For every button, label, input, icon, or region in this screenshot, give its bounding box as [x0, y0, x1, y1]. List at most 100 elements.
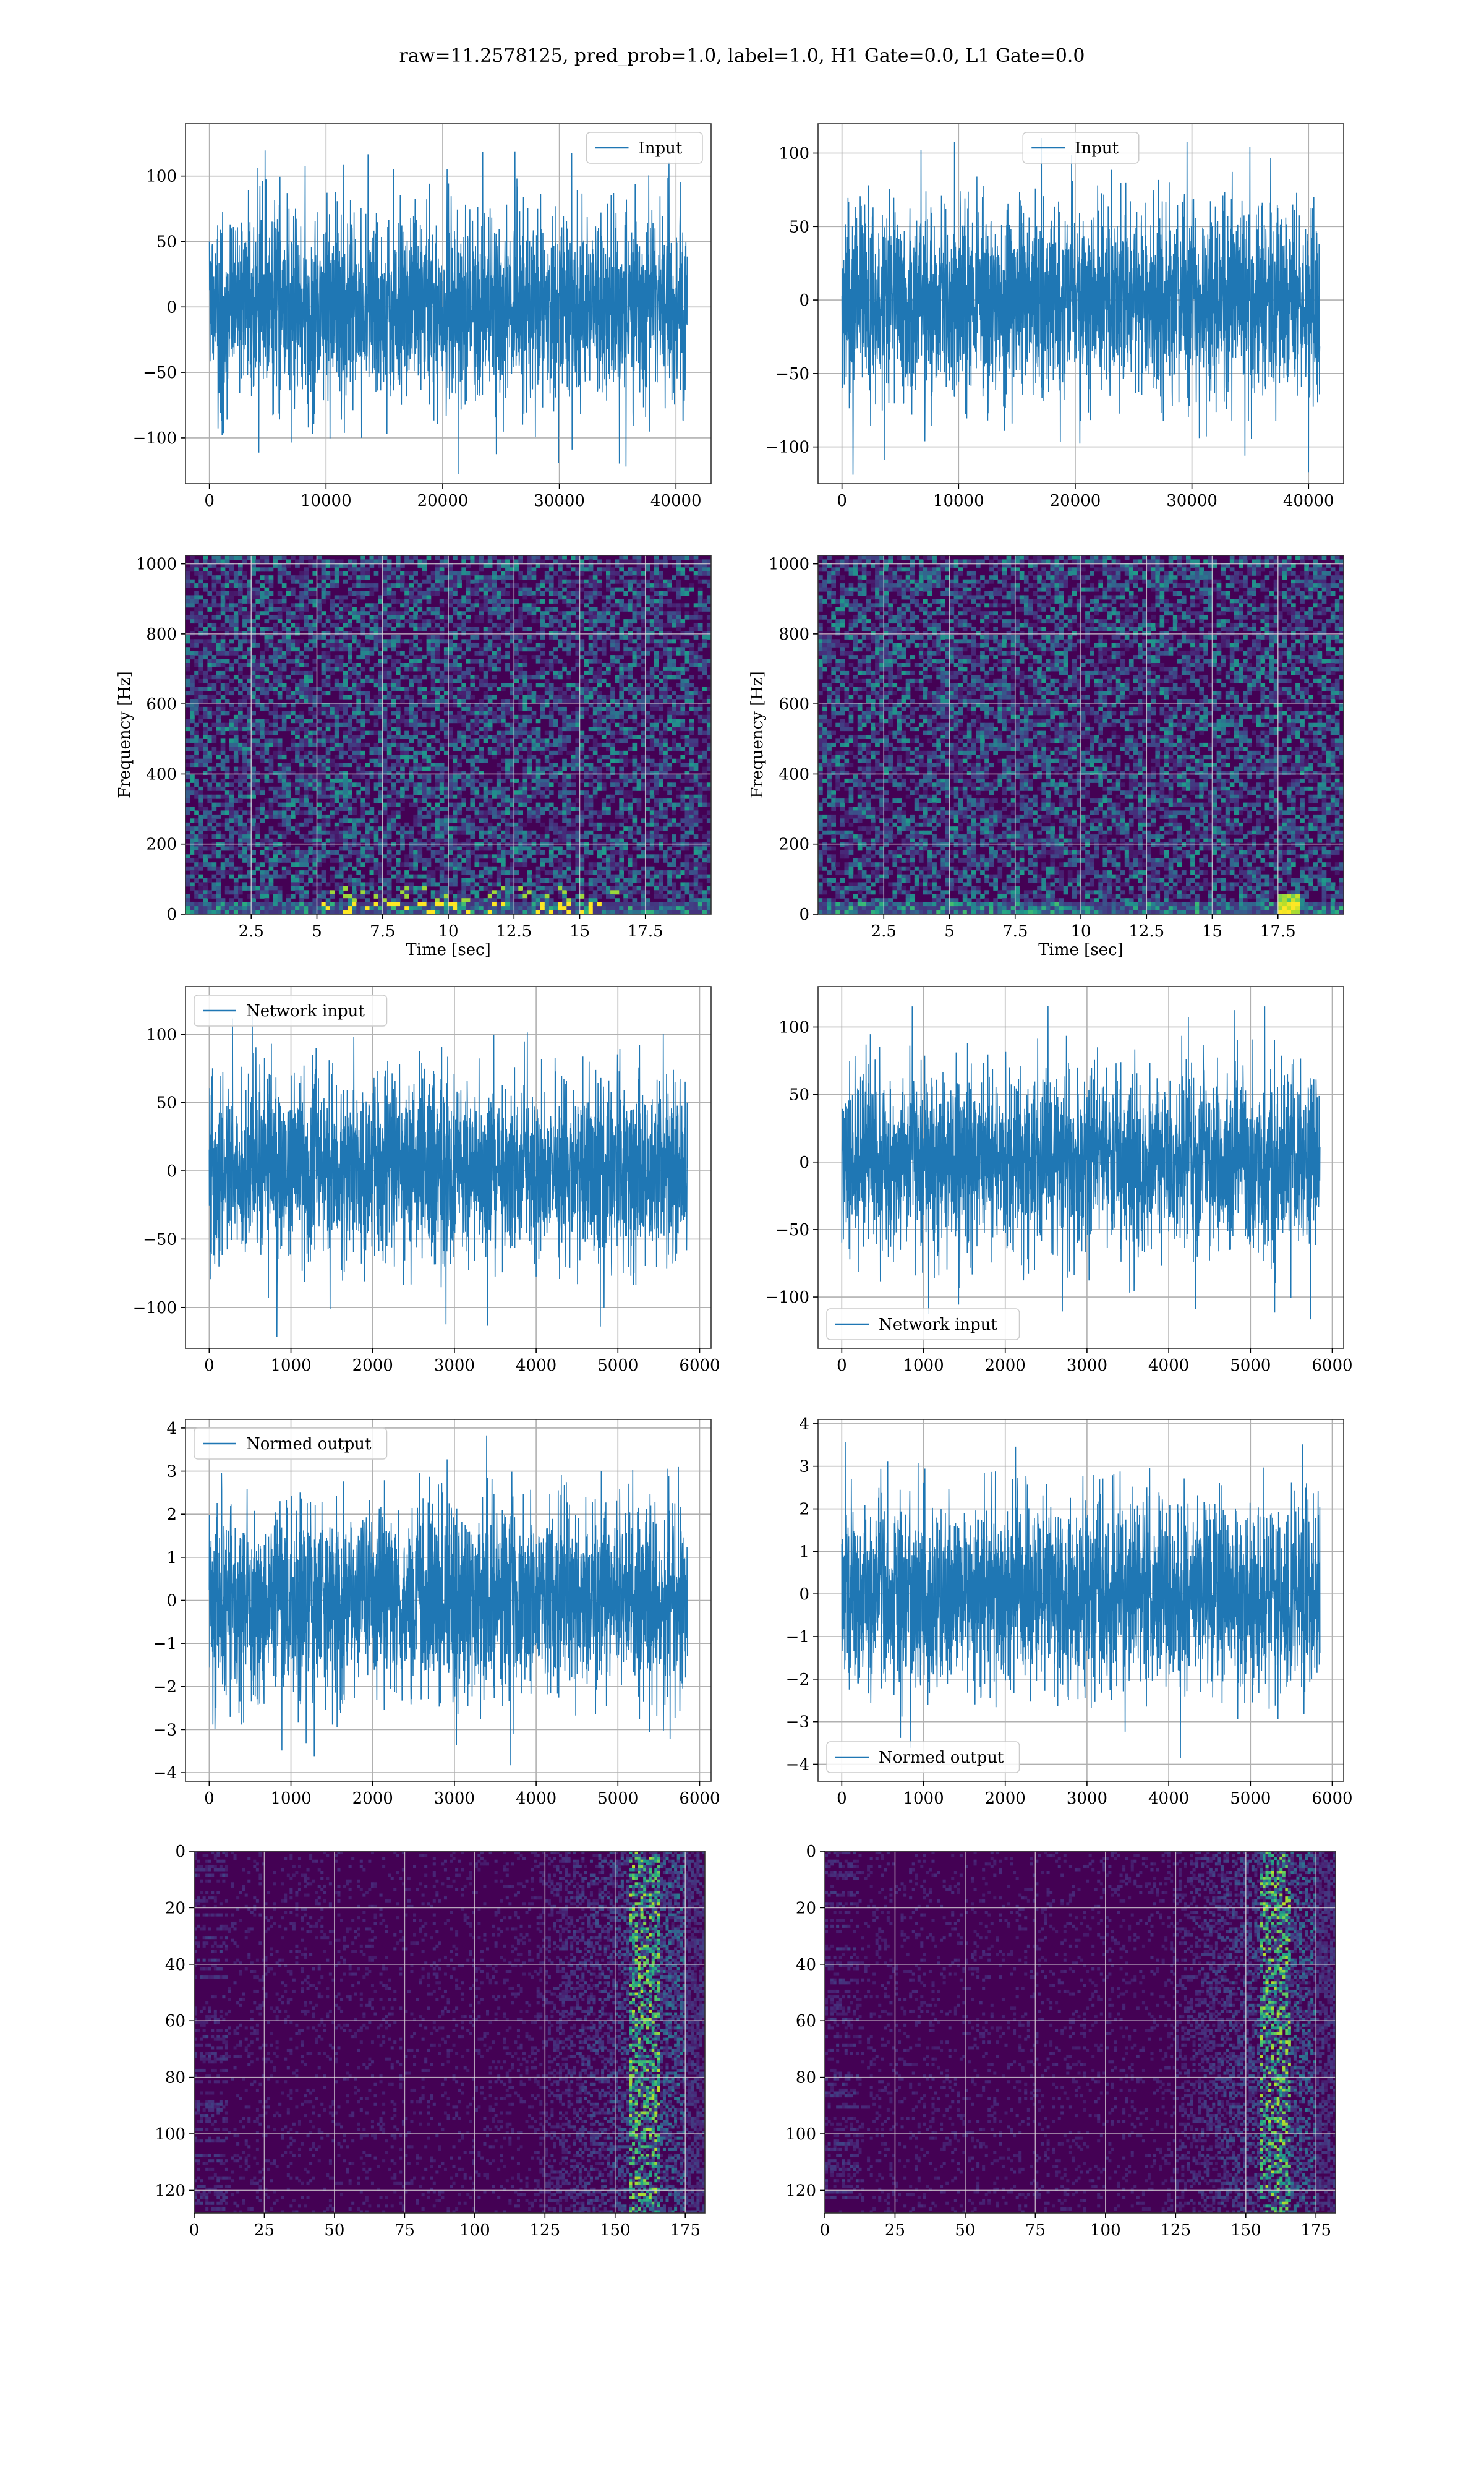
heatmap-cell — [544, 826, 550, 831]
heatmap-cell — [409, 619, 414, 624]
heatmap-cell — [540, 703, 545, 708]
heatmap-cell — [443, 818, 449, 823]
heatmap-cell — [308, 691, 313, 696]
heatmap-cell — [448, 703, 453, 708]
heatmap-cell — [562, 786, 567, 791]
heatmap-cell — [483, 906, 488, 911]
heatmap-cell — [457, 663, 462, 667]
heatmap-cell — [527, 627, 532, 631]
heatmap-cell — [479, 771, 484, 775]
heatmap-cell — [251, 639, 256, 644]
heatmap-cell — [308, 850, 313, 855]
heatmap-cell — [396, 778, 401, 783]
heatmap-cell — [312, 699, 318, 703]
heatmap-cell — [330, 794, 335, 799]
heatmap-cell — [264, 575, 270, 580]
heatmap-cell — [544, 742, 550, 747]
heatmap-cell — [518, 747, 523, 751]
heatmap-cell — [308, 670, 313, 675]
heatmap-cell — [518, 786, 523, 791]
heatmap-cell — [496, 603, 501, 608]
heatmap-cell — [321, 611, 326, 616]
heatmap-cell — [291, 742, 296, 747]
heatmap-cell — [430, 834, 436, 839]
heatmap-cell — [264, 675, 270, 680]
heatmap-cell — [404, 874, 409, 879]
heatmap-cell — [553, 571, 558, 576]
heatmap-cell — [325, 854, 331, 859]
heatmap-cell — [483, 830, 488, 835]
heatmap-cell — [466, 659, 471, 664]
heatmap-cell — [522, 822, 528, 827]
heatmap-cell — [396, 862, 401, 867]
heatmap-cell — [544, 615, 550, 620]
heatmap-cell — [277, 906, 283, 911]
heatmap-cell — [483, 798, 488, 803]
heatmap-cell — [466, 675, 471, 680]
heatmap-cell — [264, 627, 270, 631]
heatmap-cell — [308, 635, 313, 640]
heatmap-cell — [453, 555, 458, 560]
heatmap-cell — [203, 846, 208, 851]
heatmap-cell — [312, 599, 318, 604]
heatmap-cell — [522, 894, 528, 899]
heatmap-cell — [422, 563, 427, 568]
heatmap-cell — [356, 862, 361, 867]
heatmap-cell — [382, 711, 388, 716]
heatmap-cell — [531, 890, 537, 895]
heatmap-cell — [558, 794, 563, 799]
heatmap-cell — [352, 639, 357, 644]
heatmap-cell — [233, 611, 239, 616]
heatmap-cell — [330, 607, 335, 612]
heatmap-cell — [479, 651, 484, 656]
heatmap-cell — [216, 910, 221, 914]
heatmap-cell — [352, 627, 357, 631]
heatmap-cell — [540, 583, 545, 588]
heatmap-cell — [273, 714, 278, 719]
heatmap-cell — [518, 675, 523, 680]
heatmap-cell — [474, 858, 480, 863]
heatmap-cell — [286, 587, 291, 592]
heatmap-cell — [386, 834, 392, 839]
heatmap-cell — [510, 683, 514, 688]
heatmap-cell — [273, 559, 278, 564]
heatmap-cell — [356, 850, 361, 855]
heatmap-cell — [365, 719, 370, 724]
heatmap-cell — [334, 703, 339, 708]
heatmap-cell — [268, 607, 274, 612]
heatmap-cell — [198, 670, 203, 675]
heatmap-cell — [352, 822, 357, 827]
heatmap-cell — [216, 802, 221, 807]
heatmap-cell — [501, 886, 506, 891]
heatmap-cell — [404, 675, 409, 680]
heatmap-cell — [312, 738, 318, 743]
heatmap-cell — [255, 615, 260, 620]
heatmap-cell — [220, 870, 226, 875]
heatmap-cell — [518, 830, 523, 835]
heatmap-cell — [386, 830, 392, 835]
heatmap-cell — [321, 667, 326, 672]
heatmap-cell — [268, 687, 274, 691]
heatmap-cell — [286, 866, 291, 871]
heatmap-cell — [190, 755, 195, 760]
heatmap-cell — [400, 886, 405, 891]
heatmap-cell — [535, 874, 541, 879]
heatmap-cell — [409, 599, 414, 604]
heatmap-cell — [566, 615, 571, 620]
heatmap-cell — [268, 766, 274, 771]
heatmap-cell — [343, 798, 348, 803]
heatmap-cell — [531, 571, 537, 576]
heatmap-cell — [325, 722, 331, 727]
heatmap-cell — [505, 631, 510, 636]
heatmap-cell — [527, 555, 532, 560]
heatmap-cell — [422, 826, 427, 831]
heatmap-cell — [487, 802, 493, 807]
heatmap-cell — [409, 830, 414, 835]
heatmap-cell — [238, 790, 243, 795]
heatmap-cell — [356, 627, 361, 631]
heatmap-cell — [251, 670, 256, 675]
heatmap-cell — [492, 786, 497, 791]
heatmap-cell — [312, 563, 318, 568]
heatmap-cell — [531, 742, 537, 747]
heatmap-cell — [224, 782, 230, 787]
